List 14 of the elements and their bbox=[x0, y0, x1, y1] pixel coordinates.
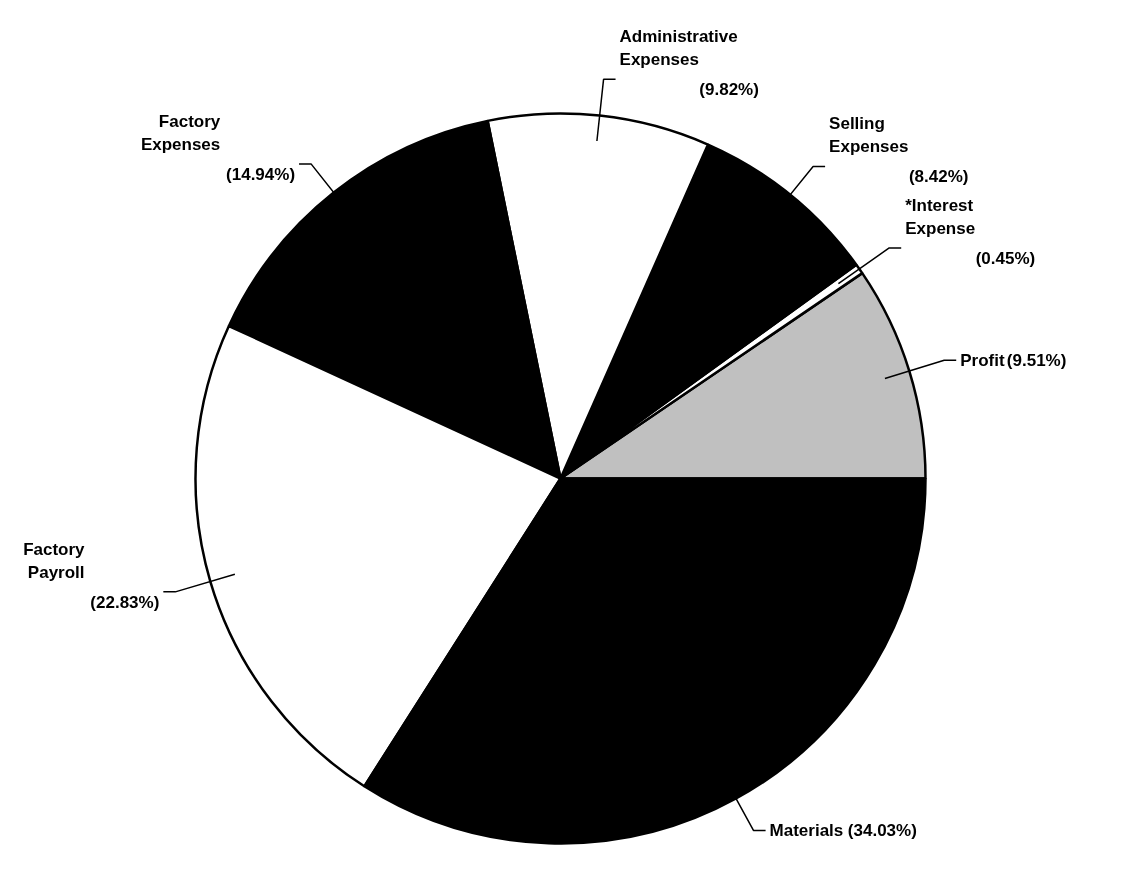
data-label: (9.82%) bbox=[699, 80, 759, 100]
data-label: (9.51%) bbox=[1006, 350, 1067, 370]
slice-label: Factory Payroll bbox=[23, 539, 86, 582]
slice-label: Profit bbox=[960, 350, 1005, 370]
slice-label: *Interest Expense bbox=[905, 195, 976, 238]
slice-label: Materials bbox=[769, 821, 844, 841]
data-label: (8.42%) bbox=[908, 167, 969, 187]
slice-label: Selling Expenses bbox=[829, 114, 909, 157]
slice-label: Administrative Expenses bbox=[619, 27, 738, 70]
data-label: (22.83%) bbox=[90, 592, 160, 612]
data-label: (34.03%) bbox=[847, 821, 917, 841]
data-label: (0.45%) bbox=[975, 248, 1036, 268]
data-label: (14.94%) bbox=[226, 164, 296, 184]
slice-label: Factory Expenses bbox=[140, 111, 221, 154]
